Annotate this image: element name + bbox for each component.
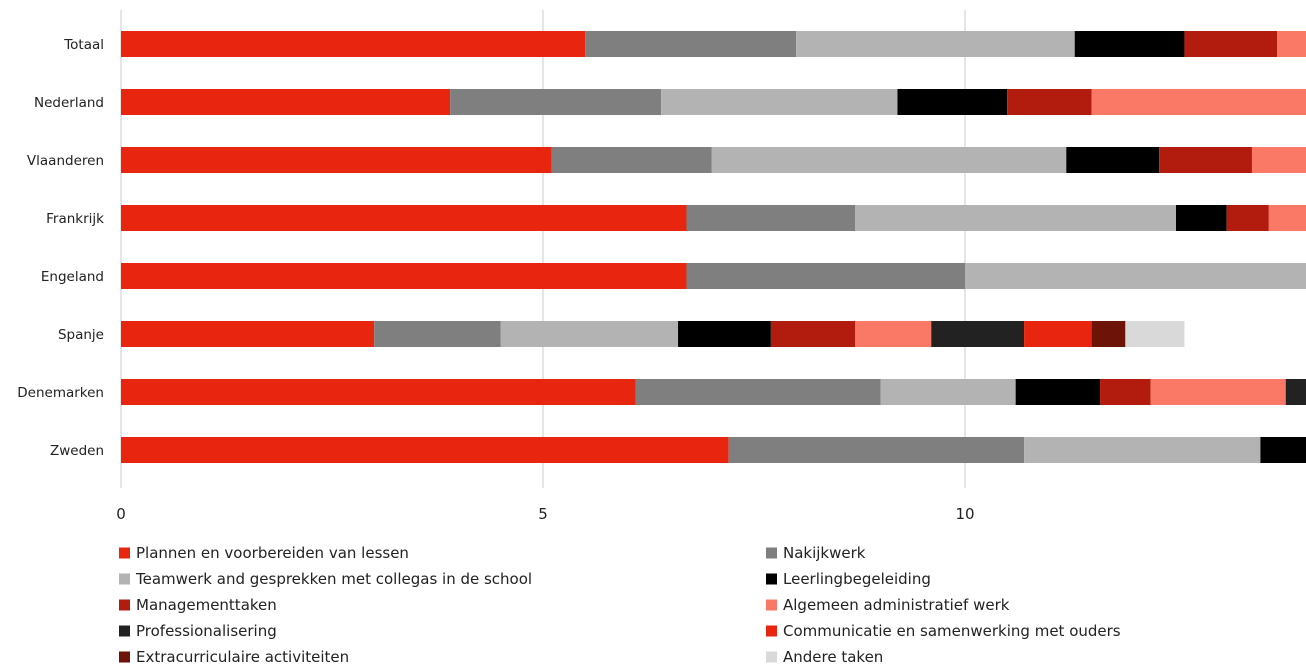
bar-segment-teamwerk-and-gesprekken-met-collegas-in-de-school xyxy=(855,205,1176,231)
legend-item-plannen-en-voorbereiden-van-lessen: Plannen en voorbereiden van lessen xyxy=(119,544,409,562)
bar-segment-nakijkwerk xyxy=(686,205,856,231)
legend-label: Extracurriculaire activiteiten xyxy=(136,648,349,666)
bar-segment-nakijkwerk xyxy=(551,147,712,173)
legend-swatch xyxy=(119,573,130,585)
bar-segment-nakijkwerk xyxy=(585,31,797,57)
category-label: Denemarken xyxy=(17,385,104,401)
legend-item-extracurriculaire-activiteiten: Extracurriculaire activiteiten xyxy=(119,648,349,666)
bar-segment-managementtaken xyxy=(1100,379,1151,405)
bar-segment-leerlingbegeleiding xyxy=(678,321,771,347)
legend-label: Communicatie en samenwerking met ouders xyxy=(783,622,1121,640)
legend-swatch xyxy=(766,547,777,559)
bar-segment-professionalisering xyxy=(931,321,1025,347)
bar-segment-teamwerk-and-gesprekken-met-collegas-in-de-school xyxy=(500,321,679,347)
bar-segment-teamwerk-and-gesprekken-met-collegas-in-de-school xyxy=(1024,437,1261,463)
legend-swatch xyxy=(119,599,130,611)
legend-label: Teamwerk and gesprekken met collegas in … xyxy=(135,570,532,588)
legend-swatch xyxy=(766,651,777,663)
bar-segment-managementtaken xyxy=(1159,147,1252,173)
legend-swatch xyxy=(119,625,130,637)
bar-segment-managementtaken xyxy=(770,321,856,347)
category-label: Frankrijk xyxy=(46,211,104,227)
legend-item-leerlingbegeleiding: Leerlingbegeleiding xyxy=(766,570,931,588)
gridlines xyxy=(120,10,966,488)
bar-segment-nakijkwerk xyxy=(728,437,1025,463)
x-tick-label: 0 xyxy=(116,505,126,523)
bar-segment-teamwerk-and-gesprekken-met-collegas-in-de-school xyxy=(965,263,1306,289)
bar-segment-plannen-en-voorbereiden-van-lessen xyxy=(121,147,552,173)
bar-segment-teamwerk-and-gesprekken-met-collegas-in-de-school xyxy=(796,31,1075,57)
bar-segment-algemeen-administratief-werk xyxy=(1277,31,1306,57)
legend-item-managementtaken: Managementtaken xyxy=(119,596,277,614)
legend-item-communicatie-en-samenwerking-met-ouders: Communicatie en samenwerking met ouders xyxy=(766,622,1121,640)
bar-segment-leerlingbegeleiding xyxy=(1176,205,1227,231)
bar-segment-nakijkwerk xyxy=(450,89,662,115)
x-tick-labels: 0510152025 xyxy=(116,505,974,523)
bar-segment-nakijkwerk xyxy=(374,321,501,347)
bar-segment-plannen-en-voorbereiden-van-lessen xyxy=(121,437,729,463)
legend-label: Algemeen administratief werk xyxy=(783,596,1010,614)
category-labels: Totaal Nederland Vlaanderen Frankrijk Engela… xyxy=(17,37,104,459)
category-label: Spanje xyxy=(58,327,104,343)
bar-segment-leerlingbegeleiding xyxy=(1074,31,1185,57)
bar-segment-managementtaken xyxy=(1226,205,1269,231)
legend: Plannen en voorbereiden van lessen Nakijk… xyxy=(119,544,1121,666)
x-tick-label: 10 xyxy=(955,505,974,523)
x-tick-label: 5 xyxy=(538,505,548,523)
legend-item-teamwerk-and-gesprekken-met-collegas-in-de-school: Teamwerk and gesprekken met collegas in … xyxy=(119,570,532,588)
bar-segment-plannen-en-voorbereiden-van-lessen xyxy=(121,321,375,347)
bar-segment-algemeen-administratief-werk xyxy=(1091,89,1306,115)
legend-swatch xyxy=(119,547,130,559)
bar-segment-communicatie-en-samenwerking-met-ouders xyxy=(1024,321,1092,347)
legend-label: Leerlingbegeleiding xyxy=(783,570,931,588)
category-label: Totaal xyxy=(63,37,104,53)
legend-label: Nakijkwerk xyxy=(783,544,866,562)
bar-segment-nakijkwerk xyxy=(686,263,965,289)
legend-item-nakijkwerk: Nakijkwerk xyxy=(766,544,866,562)
legend-label: Plannen en voorbereiden van lessen xyxy=(136,544,409,562)
bar-segment-plannen-en-voorbereiden-van-lessen xyxy=(121,263,687,289)
bar-segment-professionalisering xyxy=(1285,379,1306,405)
bar-segment-extracurriculaire-activiteiten xyxy=(1091,321,1126,347)
bar-segment-teamwerk-and-gesprekken-met-collegas-in-de-school xyxy=(661,89,898,115)
bar-segment-algemeen-administratief-werk xyxy=(1268,205,1306,231)
bar-segment-teamwerk-and-gesprekken-met-collegas-in-de-school xyxy=(711,147,1067,173)
legend-swatch xyxy=(766,625,777,637)
legend-item-algemeen-administratief-werk: Algemeen administratief werk xyxy=(766,596,1010,614)
bar-segment-teamwerk-and-gesprekken-met-collegas-in-de-school xyxy=(880,379,1016,405)
legend-swatch xyxy=(766,573,777,585)
bar-segment-plannen-en-voorbereiden-van-lessen xyxy=(121,205,687,231)
category-label: Nederland xyxy=(34,95,104,111)
category-label: Zweden xyxy=(50,443,104,459)
bar-segment-leerlingbegeleiding xyxy=(1015,379,1101,405)
bar-segment-andere-taken xyxy=(1125,321,1185,347)
legend-swatch xyxy=(766,599,777,611)
bar-segment-algemeen-administratief-werk xyxy=(1251,147,1306,173)
bar-segment-nakijkwerk xyxy=(635,379,881,405)
legend-item-professionalisering: Professionalisering xyxy=(119,622,277,640)
bar-segment-managementtaken xyxy=(1184,31,1278,57)
category-label: Engeland xyxy=(41,269,104,285)
category-label: Vlaanderen xyxy=(27,153,104,169)
legend-label: Professionalisering xyxy=(136,622,277,640)
bar-segments xyxy=(121,31,1306,463)
legend-label: Managementtaken xyxy=(136,596,277,614)
legend-item-andere-taken: Andere taken xyxy=(766,648,883,666)
bar-segment-plannen-en-voorbereiden-van-lessen xyxy=(121,379,636,405)
bar-segment-algemeen-administratief-werk xyxy=(1150,379,1286,405)
legend-label: Andere taken xyxy=(783,648,883,666)
bar-segment-plannen-en-voorbereiden-van-lessen xyxy=(121,31,586,57)
bar-segment-leerlingbegeleiding xyxy=(897,89,1008,115)
bar-segment-algemeen-administratief-werk xyxy=(855,321,932,347)
bar-segment-plannen-en-voorbereiden-van-lessen xyxy=(121,89,451,115)
bar-segment-managementtaken xyxy=(1007,89,1092,115)
bar-segment-leerlingbegeleiding xyxy=(1066,147,1160,173)
legend-swatch xyxy=(119,651,130,663)
bar-segment-leerlingbegeleiding xyxy=(1260,437,1306,463)
